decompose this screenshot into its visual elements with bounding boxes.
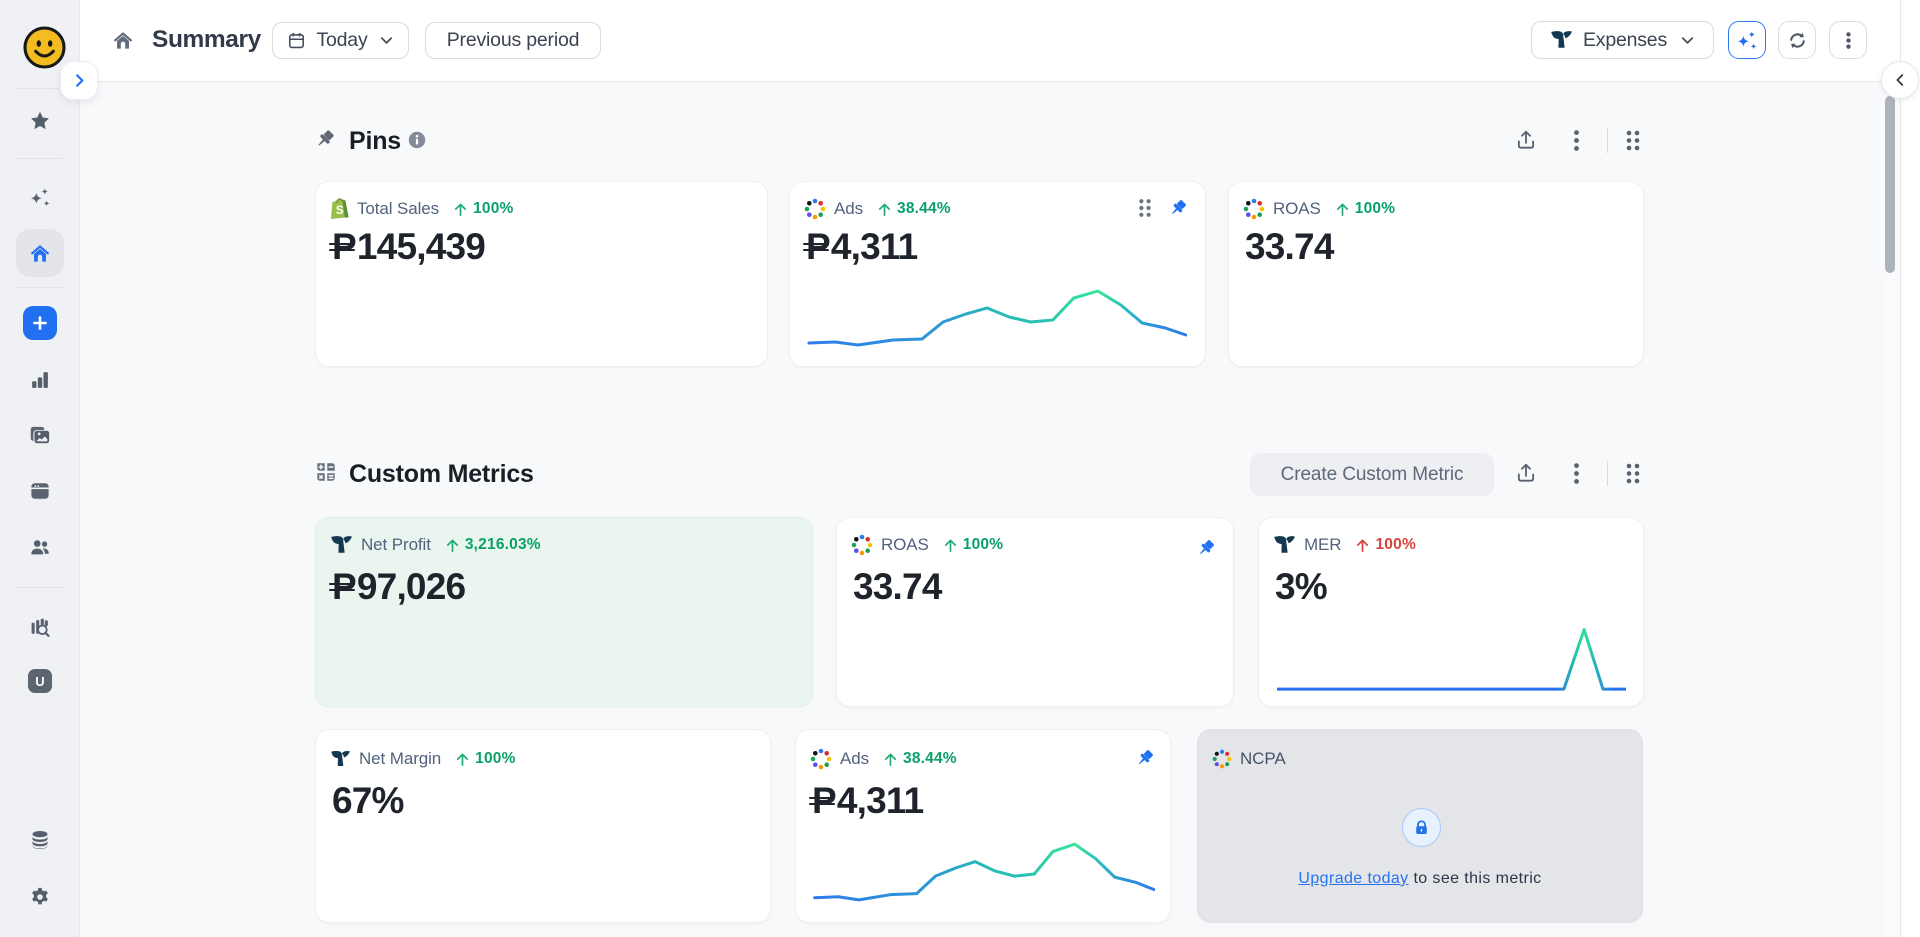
svg-text:S: S — [336, 205, 344, 217]
